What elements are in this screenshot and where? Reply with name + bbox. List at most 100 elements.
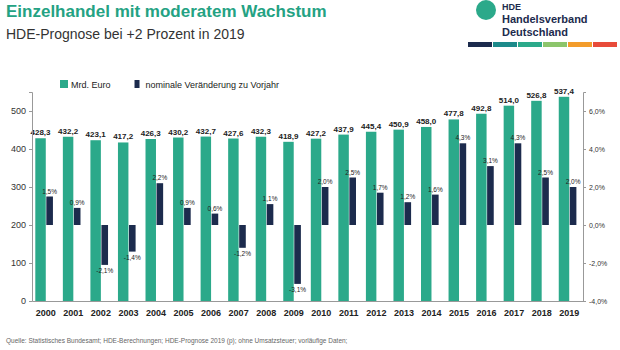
tick: 2002 xyxy=(91,308,111,318)
tick-label: 0 xyxy=(21,296,26,306)
data-label: -1,4% xyxy=(124,254,141,261)
tick: 6,0% xyxy=(583,108,605,115)
bar xyxy=(201,137,211,301)
tick: 2004 xyxy=(146,308,166,318)
x-axis: 2000200120022003200420052006200720082009… xyxy=(33,302,584,318)
data-label: 492,8 xyxy=(471,104,492,113)
bar xyxy=(421,127,431,301)
data-label: 427,2 xyxy=(306,129,327,138)
data-labels: 428,3432,2423,1417,2426,3430,2432,7427,6… xyxy=(31,87,581,293)
bar xyxy=(184,208,191,225)
data-label: 4,3% xyxy=(455,134,470,141)
data-label: 432,2 xyxy=(58,127,79,136)
data-label: 423,1 xyxy=(86,130,107,139)
tick-label: -4,0% xyxy=(589,298,607,305)
tick-label: 2001 xyxy=(63,308,83,318)
bar xyxy=(256,137,266,301)
data-label: 427,6 xyxy=(223,129,244,138)
data-label: 3,1% xyxy=(483,157,498,164)
logo: HDEHandelsverbandDeutschland xyxy=(468,0,617,47)
plot-area xyxy=(35,97,576,301)
tick-label: 100 xyxy=(11,258,26,268)
data-label: 526,8 xyxy=(526,91,547,100)
tick: 2014 xyxy=(421,308,441,318)
tick-label: 2018 xyxy=(532,308,552,318)
tick-label: 2009 xyxy=(284,308,304,318)
data-label: 1,5% xyxy=(42,188,57,195)
bar xyxy=(322,187,329,225)
tick: 100 xyxy=(11,258,32,268)
bar xyxy=(338,135,348,301)
tick-label: -2,0% xyxy=(589,260,607,267)
tick: 2,0% xyxy=(583,184,605,191)
bar xyxy=(228,139,238,301)
bar xyxy=(267,204,274,225)
tick: 2011 xyxy=(339,308,359,318)
data-label: 432,3 xyxy=(251,127,272,136)
tick-label: 2004 xyxy=(146,308,166,318)
data-label: 4,3% xyxy=(511,134,526,141)
data-label: 1,7% xyxy=(373,184,388,191)
tick: 2010 xyxy=(311,308,331,318)
data-label: 1,6% xyxy=(428,186,443,193)
tick: 2019 xyxy=(559,308,579,318)
bar xyxy=(173,138,183,301)
axis-line xyxy=(584,93,587,302)
data-label: 537,4 xyxy=(554,87,575,96)
data-label: 2,5% xyxy=(345,169,360,176)
tick: 500 xyxy=(11,106,32,116)
title: Einzelhandel mit moderatem Wachstum xyxy=(6,2,327,21)
data-label: 0,6% xyxy=(208,205,223,212)
tick-label: 2002 xyxy=(91,308,111,318)
source: Quelle: Statistisches Bundesamt; HDE-Ber… xyxy=(6,337,348,345)
legend-label: Mrd. Euro xyxy=(71,80,111,90)
tick-label: 500 xyxy=(11,106,26,116)
data-label: 2,0% xyxy=(318,178,333,185)
tick-label: 0,0% xyxy=(589,222,605,229)
tick-label: 2010 xyxy=(311,308,331,318)
tick: 0,0% xyxy=(583,222,605,229)
tick-mark xyxy=(583,149,586,150)
data-label: 477,8 xyxy=(444,109,465,118)
logo-stripe xyxy=(493,42,517,47)
logo-stripe xyxy=(568,42,592,47)
series-bars xyxy=(35,97,569,301)
data-label: 426,3 xyxy=(141,129,162,138)
tick: 2016 xyxy=(477,308,497,318)
axis-line xyxy=(29,93,33,302)
tick-label: 2007 xyxy=(229,308,249,318)
tick-label: 2,0% xyxy=(589,184,605,191)
bar xyxy=(311,139,321,301)
bar xyxy=(393,130,403,301)
data-label: -1,2% xyxy=(234,250,251,257)
logo-stripe xyxy=(543,42,567,47)
bar xyxy=(90,140,100,301)
y-axis: 0100200300400500 xyxy=(11,93,33,307)
bar xyxy=(146,139,156,301)
tick: 2009 xyxy=(284,308,304,318)
tick: -2,0% xyxy=(583,260,607,267)
bar xyxy=(460,143,467,225)
tick-mark xyxy=(583,225,586,226)
bar xyxy=(531,101,541,301)
tick-label: 2014 xyxy=(421,308,441,318)
bar xyxy=(404,202,411,225)
data-label: 1,2% xyxy=(400,193,415,200)
tick-label: 2017 xyxy=(504,308,524,318)
bar xyxy=(157,183,164,225)
tick-mark xyxy=(583,111,586,112)
tick: 2015 xyxy=(449,308,469,318)
tick-label: 2015 xyxy=(449,308,469,318)
tick: 2017 xyxy=(504,308,524,318)
data-label: 2,2% xyxy=(152,174,167,181)
data-label: 418,9 xyxy=(278,132,299,141)
bar xyxy=(449,119,459,301)
tick-label: 2011 xyxy=(339,308,359,318)
bar xyxy=(63,137,73,301)
tick-label: 2003 xyxy=(118,308,138,318)
bar xyxy=(487,166,494,225)
tick: -4,0% xyxy=(583,298,607,305)
data-label: 0,9% xyxy=(70,199,85,206)
tick-label: 2006 xyxy=(201,308,221,318)
logo-icon xyxy=(476,0,496,20)
